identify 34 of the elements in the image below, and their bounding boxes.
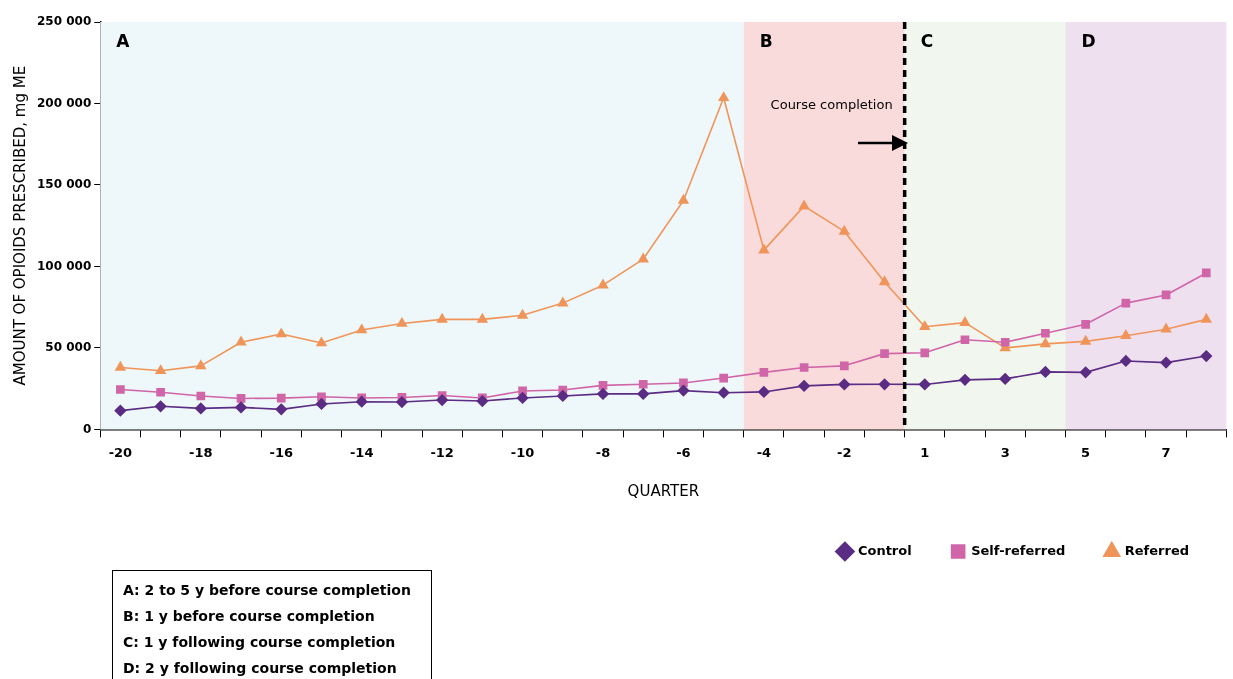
y-tick-label: 0 bbox=[82, 421, 92, 436]
annotation: A bbox=[116, 30, 131, 51]
x-tick-label: 1 bbox=[920, 444, 930, 460]
legend-label: Referred bbox=[1124, 542, 1190, 558]
text: C: 1 y following course completion bbox=[123, 633, 397, 652]
annotation: Course completion bbox=[770, 97, 893, 113]
x-tick-label: -16 bbox=[269, 444, 294, 460]
x-tick-label: 3 bbox=[1000, 444, 1010, 460]
text: A: 2 to 5 y before course completion bbox=[123, 581, 411, 600]
x-tick-label: -14 bbox=[349, 444, 374, 460]
x-tick-label: -8 bbox=[595, 444, 611, 460]
legend-label: Self-referred bbox=[971, 542, 1066, 558]
y-tick-label: 200 000 bbox=[36, 95, 92, 110]
text: D: 2 y following course completion bbox=[123, 659, 398, 678]
x-tick-label: -2 bbox=[837, 444, 852, 460]
text: B: 1 y before course completion bbox=[123, 607, 376, 626]
x-tick-label: 7 bbox=[1161, 444, 1171, 460]
annotation: D bbox=[1081, 30, 1096, 51]
y-tick-label: 150 000 bbox=[36, 177, 92, 192]
x-tick-label: 5 bbox=[1081, 444, 1091, 460]
y-tick-label: 100 000 bbox=[36, 258, 92, 273]
x-axis-title: QUARTER bbox=[627, 481, 700, 500]
y-tick-label: 50 000 bbox=[45, 340, 92, 355]
y-axis-title: AMOUNT OF OPIOIDS PRESCRIBED, mg ME bbox=[10, 65, 29, 386]
x-tick-label: -20 bbox=[108, 444, 133, 460]
annotation: C bbox=[920, 30, 934, 51]
x-tick-label: -10 bbox=[510, 444, 535, 460]
x-tick-label: -6 bbox=[676, 444, 691, 460]
x-tick-label: -18 bbox=[189, 444, 213, 460]
legend-label: Control bbox=[857, 542, 912, 558]
x-tick-label: -4 bbox=[756, 444, 772, 460]
y-tick-label: 250 000 bbox=[36, 14, 92, 29]
annotation: B bbox=[759, 30, 773, 51]
x-tick-label: -12 bbox=[430, 444, 454, 460]
